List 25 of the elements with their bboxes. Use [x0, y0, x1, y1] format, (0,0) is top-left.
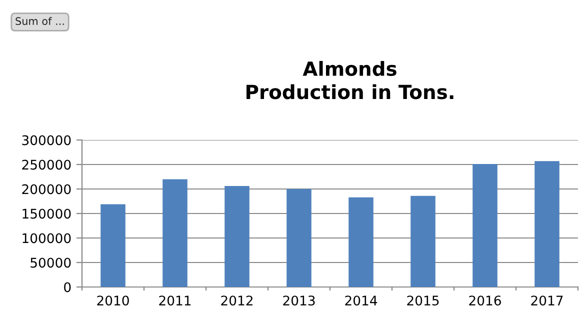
text: Sum of ...: [16, 16, 64, 26]
y-tick-label: 250000: [22, 160, 71, 170]
y-tick-label: 300000: [22, 135, 71, 146]
bar: [100, 204, 126, 287]
y-tick-label: 0: [64, 282, 71, 292]
x-tick-label: 2012: [221, 296, 252, 306]
y-tick-label: 50000: [30, 258, 71, 268]
x-tick-label: 2011: [159, 296, 191, 306]
chart-title: Almonds Production in Tons.: [246, 60, 454, 100]
x-tick-label: 2014: [345, 296, 378, 306]
x-tick-label: 2016: [469, 296, 501, 306]
bar: [348, 197, 374, 287]
x-tick-label: 2017: [531, 296, 563, 306]
x-tick-label: 2015: [407, 296, 439, 306]
x-tick-label: 2013: [283, 296, 315, 306]
bar: [534, 161, 560, 287]
bar: [286, 189, 312, 287]
bar: [162, 179, 188, 287]
bar: [224, 186, 250, 287]
y-tick-label: 150000: [22, 208, 71, 219]
y-tick-label: 100000: [22, 233, 71, 244]
y-tick-label: 200000: [22, 184, 71, 194]
x-tick-label: 2010: [97, 296, 129, 306]
bar: [472, 164, 498, 287]
bar: [410, 196, 436, 287]
